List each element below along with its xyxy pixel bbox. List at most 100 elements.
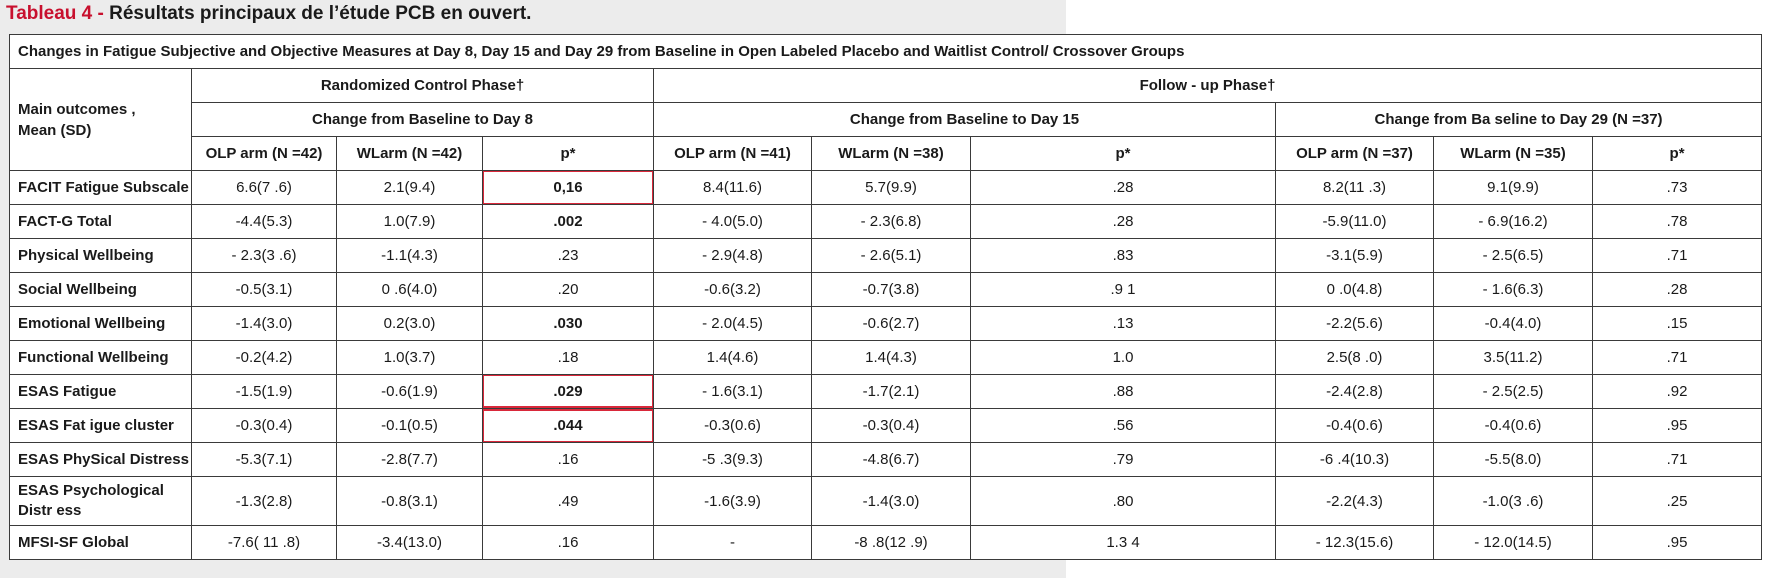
table-cell: .15: [1591, 306, 1763, 341]
table-cell: 1.0: [970, 340, 1276, 375]
table-cell: 1.4(4.3): [811, 340, 971, 375]
table-cell: -0.3(0.4): [191, 408, 337, 443]
table-cell: 2.1(9.4): [336, 170, 483, 205]
table-cell: -1.4(3.0): [811, 476, 971, 526]
col-header: p*: [970, 136, 1276, 171]
caption-label: Tableau 4 -: [6, 3, 110, 24]
table-cell: -: [653, 525, 812, 560]
table-row: MFSI-SF Global -7.6( 11 .8) -3.4(13.0) .…: [9, 525, 1763, 560]
table-cell: .16: [482, 525, 654, 560]
table-cell: -2.2(4.3): [1275, 476, 1434, 526]
table-cell: -8 .8(12 .9): [811, 525, 971, 560]
table-cell: -1.5(1.9): [191, 374, 337, 409]
outcome-label: Emotional Wellbeing: [9, 306, 192, 341]
outcome-label: Functional Wellbeing: [9, 340, 192, 375]
highlighted-p-value: .044: [482, 408, 654, 443]
table-cell: .79: [970, 442, 1276, 477]
table-cell: .20: [482, 272, 654, 307]
main-outcomes-header: Main outcomes , Mean (SD): [9, 68, 192, 171]
table-row: ESAS Fatigue -1.5(1.9) -0.6(1.9) .029 - …: [9, 374, 1763, 409]
table-cell: .002: [482, 204, 654, 239]
table-cell: - 2.6(5.1): [811, 238, 971, 273]
table-title: Changes in Fatigue Subjective and Object…: [8, 34, 1763, 69]
table-cell: -3.4(13.0): [336, 525, 483, 560]
phase-randomized: Randomized Control Phase†: [191, 68, 654, 103]
table-cell: -1.7(2.1): [811, 374, 971, 409]
table-row: FACT-G Total -4.4(5.3) 1.0(7.9) .002 - 4…: [9, 204, 1763, 239]
table-cell: -4.8(6.7): [811, 442, 971, 477]
table-cell: - 2.5(6.5): [1433, 238, 1593, 273]
table-cell: 5.7(9.9): [811, 170, 971, 205]
table-cell: - 12.0(14.5): [1433, 525, 1593, 560]
table-cell: .71: [1591, 238, 1763, 273]
outcome-label: ESAS Fatigue: [9, 374, 192, 409]
table-cell: - 1.6(6.3): [1433, 272, 1593, 307]
outcome-label: FACIT Fatigue Subscale: [9, 170, 192, 205]
table-cell: .83: [970, 238, 1276, 273]
table-cell: - 4.0(5.0): [653, 204, 812, 239]
table-cell: .28: [970, 170, 1276, 205]
table-cell: 0.2(3.0): [336, 306, 483, 341]
table-row: Emotional Wellbeing -1.4(3.0) 0.2(3.0) .…: [9, 306, 1763, 341]
table-cell: .95: [1591, 408, 1763, 443]
results-table: Changes in Fatigue Subjective and Object…: [8, 34, 1763, 560]
table-cell: - 2.0(4.5): [653, 306, 812, 341]
caption-title: Résultats principaux de l’étude PCB en o…: [109, 3, 532, 24]
table-cell: -5.3(7.1): [191, 442, 337, 477]
table-cell: 1.0(7.9): [336, 204, 483, 239]
table-cell: -0.4(0.6): [1275, 408, 1434, 443]
table-cell: 1.3 4: [970, 525, 1276, 560]
table-cell: -0.4(4.0): [1433, 306, 1593, 341]
table-cell: - 2.5(2.5): [1433, 374, 1593, 409]
table-cell: -1.1(4.3): [336, 238, 483, 273]
table-cell: -6 .4(10.3): [1275, 442, 1434, 477]
table-cell: -1.3(2.8): [191, 476, 337, 526]
outcome-label: MFSI-SF Global: [9, 525, 192, 560]
column-header-row: OLP arm (N =42) WLarm (N =42) p* OLP arm…: [10, 136, 1763, 171]
table-cell: .95: [1591, 525, 1763, 560]
table-cell: -0.6(1.9): [336, 374, 483, 409]
table-cell: -0.3(0.4): [811, 408, 971, 443]
col-header: OLP arm (N =42): [191, 136, 337, 171]
phase-followup: Follow - up Phase†: [652, 68, 1763, 103]
table-row: Social Wellbeing -0.5(3.1) 0 .6(4.0) .20…: [9, 272, 1763, 307]
table-cell: 1.0(3.7): [336, 340, 483, 375]
table-cell: 0 .6(4.0): [336, 272, 483, 307]
table-cell: .18: [482, 340, 654, 375]
table-cell: -0.3(0.6): [653, 408, 812, 443]
table-cell: .56: [970, 408, 1276, 443]
col-header: p*: [482, 136, 654, 171]
table-cell: 6.6(7 .6): [191, 170, 337, 205]
table-row: Physical Wellbeing - 2.3(3 .6) -1.1(4.3)…: [9, 238, 1763, 273]
table-cell: -0.4(0.6): [1433, 408, 1593, 443]
table-cell: 0 .0(4.8): [1275, 272, 1434, 307]
table-cell: -1.4(3.0): [191, 306, 337, 341]
period-day8: Change from Baseline to Day 8: [191, 102, 654, 137]
table-row: ESAS PhySical Distress -5.3(7.1) -2.8(7.…: [9, 442, 1763, 477]
table-row: ESAS Fat igue cluster -0.3(0.4) -0.1(0.5…: [9, 408, 1763, 443]
table-cell: -5.9(11.0): [1275, 204, 1434, 239]
highlighted-p-value: .029: [482, 374, 654, 409]
table-cell: .78: [1591, 204, 1763, 239]
table-cell: -0.7(3.8): [811, 272, 971, 307]
outcome-label: ESAS Psychological Distr ess: [9, 476, 192, 526]
table-cell: .28: [970, 204, 1276, 239]
table-cell: - 2.9(4.8): [653, 238, 812, 273]
table-cell: -5 .3(9.3): [653, 442, 812, 477]
table-cell: -0.1(0.5): [336, 408, 483, 443]
table-cell: - 12.3(15.6): [1275, 525, 1434, 560]
table-cell: .88: [970, 374, 1276, 409]
main-outcomes-label: Main outcomes , Mean (SD): [18, 100, 136, 139]
table-cell: 3.5(11.2): [1433, 340, 1593, 375]
table-cell: - 2.3(3 .6): [191, 238, 337, 273]
table-cell: 8.2(11 .3): [1275, 170, 1434, 205]
col-header: WLarm (N =38): [811, 136, 971, 171]
table-cell: .25: [1591, 476, 1763, 526]
table-cell: .73: [1591, 170, 1763, 205]
outcome-label: FACT-G Total: [9, 204, 192, 239]
table-row: Functional Wellbeing -0.2(4.2) 1.0(3.7) …: [9, 340, 1763, 375]
table-cell: -2.4(2.8): [1275, 374, 1434, 409]
table-cell: -2.8(7.7): [336, 442, 483, 477]
table-cell: -0.6(3.2): [653, 272, 812, 307]
col-header: WLarm (N =35): [1433, 136, 1593, 171]
